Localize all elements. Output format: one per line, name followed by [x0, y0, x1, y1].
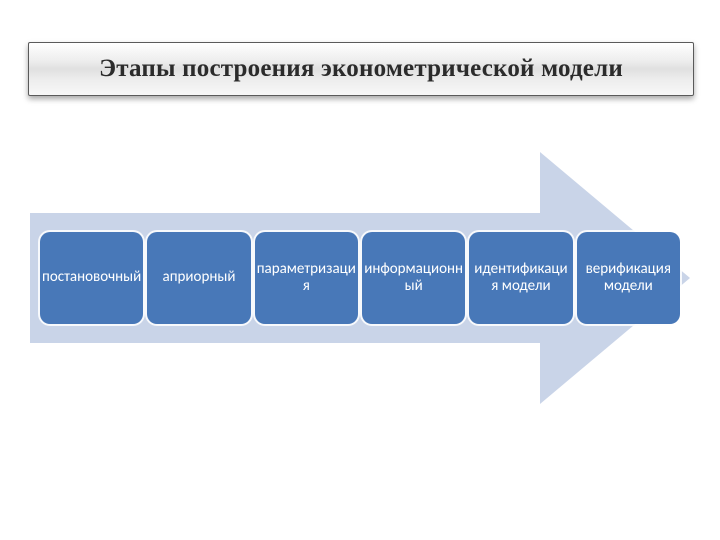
stage-box: параметризация — [255, 232, 358, 324]
stage-label: постановочный — [42, 269, 141, 286]
stage-box: постановочный — [40, 232, 143, 324]
stage-box: верификация модели — [577, 232, 680, 324]
stages-row: постановочный априорный параметризация и… — [40, 232, 680, 324]
stage-box: информационный — [362, 232, 465, 324]
stage-label: верификация модели — [579, 261, 678, 296]
title-box: Этапы построения эконометрической модели — [28, 42, 694, 96]
slide-title: Этапы построения эконометрической модели — [99, 55, 623, 83]
slide: Этапы построения эконометрической модели… — [0, 0, 720, 540]
stage-label: априорный — [163, 269, 236, 286]
stage-label: информационный — [364, 261, 463, 296]
stage-box: идентификация модели — [469, 232, 572, 324]
stage-label: идентификация модели — [471, 261, 570, 296]
stage-box: априорный — [147, 232, 250, 324]
stage-label: параметризация — [257, 261, 356, 296]
